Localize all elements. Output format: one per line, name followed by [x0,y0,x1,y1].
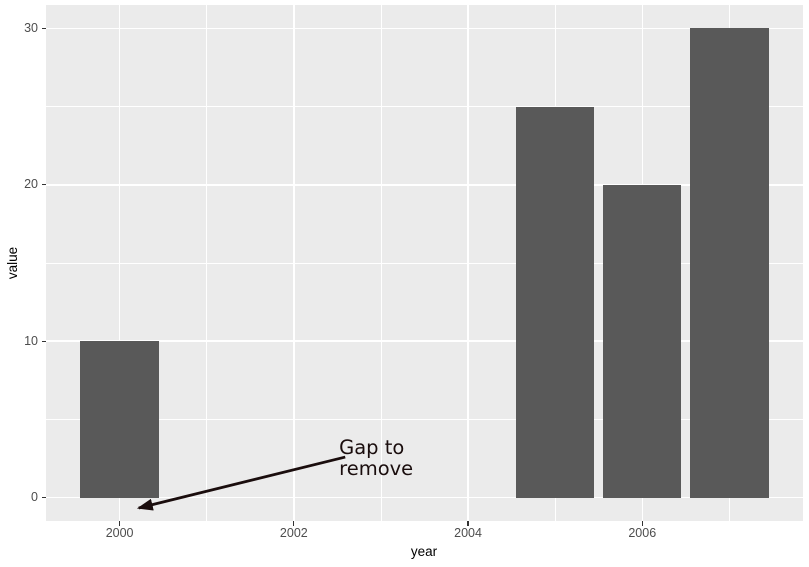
x-tick-label: 2000 [105,526,134,540]
x-tick [467,521,469,526]
gridline-major-y [46,27,803,30]
y-tick [41,340,46,342]
bar-2007 [690,28,769,498]
plot-panel [46,5,803,521]
gridline-minor-y [46,106,803,108]
gridline-major-x [467,5,469,521]
y-tick [41,496,46,499]
gridline-major-y [46,340,803,342]
y-tick-label: 10 [24,333,38,348]
x-axis-title: year [410,544,438,559]
bar-2000 [80,341,159,498]
gridline-minor-x [206,5,208,521]
y-tick-label: 0 [31,490,38,505]
gridline-minor-y [46,418,803,420]
x-tick [641,521,643,526]
gridline-major-x [118,5,121,521]
annotation-text: Gap to remove [339,435,414,481]
y-tick [41,184,46,186]
x-tick [293,521,295,526]
y-tick-label: 20 [24,177,38,192]
x-tick-label: 2002 [279,526,308,540]
bar-2005 [515,106,595,498]
gridline-major-x [293,5,295,521]
gridline-minor-y [46,262,803,264]
gridline-major-y [46,496,803,499]
y-tick [41,27,46,30]
x-tick [119,521,121,526]
gridline-major-y [46,184,803,186]
bar-2006 [603,184,682,498]
gridline-minor-x [380,5,382,521]
x-tick-label: 2006 [628,526,657,540]
x-tick-label: 2004 [454,526,482,540]
y-tick-label: 30 [24,20,38,35]
y-axis-title: value [5,246,20,280]
